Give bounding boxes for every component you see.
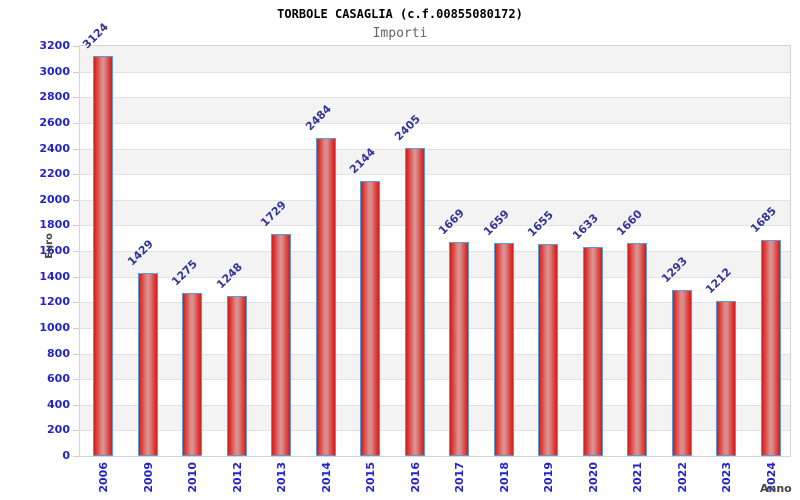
bar bbox=[315, 137, 336, 456]
y-tick-label: 0 bbox=[62, 449, 70, 462]
bar bbox=[449, 242, 470, 456]
plot-band bbox=[80, 199, 790, 226]
x-tick-label: 2015 bbox=[364, 462, 378, 493]
gridline bbox=[80, 148, 790, 150]
gridline bbox=[80, 174, 790, 176]
y-tick-label: 1000 bbox=[39, 320, 70, 334]
y-tick-mark bbox=[73, 225, 79, 227]
x-axis-title: Anno bbox=[760, 482, 792, 495]
x-tick-label: 2006 bbox=[97, 462, 111, 493]
bar bbox=[671, 290, 692, 456]
y-tick-mark bbox=[73, 174, 79, 176]
x-tick-label: 2020 bbox=[586, 462, 600, 493]
y-tick-label: 2200 bbox=[39, 167, 70, 181]
bar bbox=[360, 181, 381, 456]
x-tick-label: 2013 bbox=[275, 462, 289, 493]
gridline bbox=[80, 327, 790, 329]
gridline bbox=[80, 404, 790, 406]
y-tick-mark bbox=[73, 327, 79, 329]
y-tick-label: 2400 bbox=[39, 141, 70, 155]
y-tick-mark bbox=[73, 353, 79, 355]
gridline bbox=[80, 302, 790, 304]
y-tick-label: 1400 bbox=[39, 269, 70, 283]
gridline bbox=[80, 379, 790, 381]
gridline bbox=[80, 199, 790, 201]
plot-band bbox=[80, 251, 790, 277]
y-tick-label: 200 bbox=[47, 423, 70, 437]
chart-title: TORBOLE CASAGLIA (c.f.00855080172) bbox=[277, 7, 523, 21]
x-tick-label: 2021 bbox=[631, 462, 645, 493]
y-tick-label: 800 bbox=[47, 346, 70, 360]
x-tick-label: 2019 bbox=[542, 462, 556, 493]
y-tick-label: 2800 bbox=[39, 90, 70, 104]
x-tick-label: 2014 bbox=[319, 462, 333, 493]
plot-band bbox=[80, 97, 790, 123]
plot-band bbox=[80, 225, 790, 251]
x-tick-label: 2009 bbox=[141, 462, 155, 493]
bar bbox=[493, 243, 514, 456]
x-tick-label: 2016 bbox=[408, 462, 422, 493]
y-tick-label: 2000 bbox=[39, 192, 70, 206]
bar bbox=[404, 147, 425, 456]
plot-band bbox=[80, 174, 790, 200]
x-tick-label: 2018 bbox=[497, 462, 511, 493]
bar bbox=[137, 272, 158, 456]
gridline bbox=[80, 353, 790, 355]
bar bbox=[538, 243, 559, 456]
y-tick-mark bbox=[73, 276, 79, 278]
y-tick-mark bbox=[73, 456, 79, 457]
y-tick-mark bbox=[73, 430, 79, 432]
gridline bbox=[80, 251, 790, 252]
y-tick-mark bbox=[73, 199, 79, 201]
bar bbox=[582, 246, 603, 456]
x-tick-label: 2017 bbox=[453, 462, 467, 493]
bar bbox=[716, 300, 737, 456]
y-tick-mark bbox=[73, 71, 79, 73]
plot-band bbox=[80, 71, 790, 98]
bar bbox=[93, 55, 114, 456]
y-tick-label: 1600 bbox=[39, 244, 70, 257]
x-tick-label: 2010 bbox=[186, 462, 200, 493]
chart-subtitle: Importi bbox=[372, 26, 428, 41]
gridline bbox=[80, 276, 790, 278]
bar bbox=[627, 243, 648, 456]
y-tick-mark bbox=[73, 251, 79, 252]
y-tick-label: 600 bbox=[47, 372, 70, 386]
bar bbox=[760, 240, 781, 456]
bar bbox=[226, 296, 247, 456]
gridline bbox=[80, 122, 790, 124]
y-tick-label: 2600 bbox=[39, 115, 70, 129]
x-tick-label: 2023 bbox=[720, 462, 734, 493]
y-tick-mark bbox=[73, 404, 79, 406]
y-tick-mark bbox=[73, 46, 79, 47]
plot-band bbox=[80, 46, 790, 72]
gridline bbox=[80, 97, 790, 99]
y-tick-mark bbox=[73, 122, 79, 124]
y-tick-label: 1800 bbox=[39, 218, 70, 232]
y-tick-mark bbox=[73, 148, 79, 150]
gridline bbox=[80, 71, 790, 73]
y-tick-label: 1200 bbox=[39, 295, 70, 309]
plot-band bbox=[80, 148, 790, 175]
bar bbox=[271, 234, 292, 456]
y-axis-title: Euro bbox=[44, 233, 55, 259]
y-tick-mark bbox=[73, 97, 79, 99]
y-tick-label: 3200 bbox=[39, 39, 70, 52]
y-tick-mark bbox=[73, 379, 79, 381]
y-tick-label: 3000 bbox=[39, 64, 70, 78]
y-tick-mark bbox=[73, 302, 79, 304]
gridline bbox=[80, 225, 790, 227]
plot-band bbox=[80, 122, 790, 149]
y-tick-label: 400 bbox=[47, 397, 70, 411]
gridline bbox=[80, 430, 790, 432]
x-tick-label: 2022 bbox=[675, 462, 689, 493]
bar bbox=[182, 292, 203, 456]
x-tick-label: 2012 bbox=[230, 462, 244, 493]
